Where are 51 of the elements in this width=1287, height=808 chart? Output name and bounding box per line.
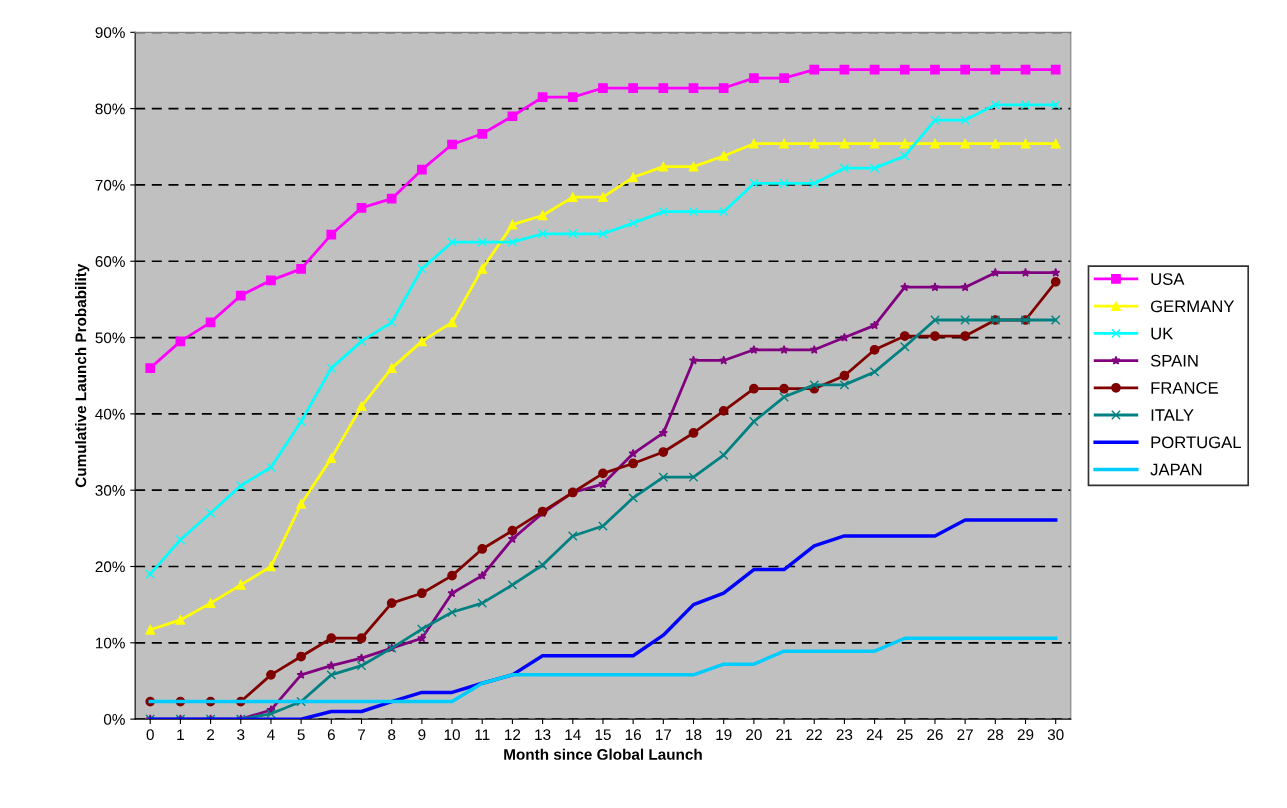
y-tick-label: 0%	[103, 713, 125, 725]
x-tick-label: 24	[866, 729, 883, 740]
y-tick-label: 40%	[95, 408, 125, 420]
y-tick-label: 90%	[95, 27, 125, 39]
x-tick-label: 3	[237, 729, 245, 741]
x-tick-label: 14	[565, 729, 581, 740]
legend-label: FRANCE	[1151, 381, 1218, 394]
y-tick-label: 60%	[95, 256, 125, 267]
x-tick-label: 9	[418, 729, 426, 741]
y-axis-title: Cumulative Launch Probability	[75, 263, 90, 488]
x-tick-label: 15	[595, 729, 611, 741]
x-tick-label: 29	[1017, 729, 1034, 741]
y-tick-label: 30%	[95, 485, 125, 496]
x-tick-label: 0	[146, 729, 154, 741]
legend-label: ITALY	[1151, 409, 1194, 421]
legend-label: GERMANY	[1150, 300, 1235, 313]
x-tick-label: 13	[535, 729, 551, 741]
x-tick-label: 17	[655, 729, 672, 740]
x-tick-label: 6	[327, 729, 335, 741]
x-tick-label: 28	[987, 729, 1004, 741]
x-tick-label: 7	[358, 729, 365, 740]
x-tick-label: 19	[716, 729, 732, 741]
x-tick-label: 27	[957, 729, 973, 740]
y-tick-label: 10%	[96, 637, 125, 649]
legend-label: SPAIN	[1150, 354, 1198, 367]
x-tick-label: 2	[207, 729, 215, 740]
x-tick-label: 21	[776, 729, 792, 740]
x-tick-label: 25	[897, 729, 913, 741]
y-tick-label: 20%	[95, 561, 125, 573]
x-tick-label: 12	[505, 729, 521, 740]
x-tick-label: 10	[444, 729, 460, 741]
x-tick-label: 8	[388, 729, 396, 741]
x-tick-label: 5	[297, 729, 305, 741]
x-tick-label: 11	[475, 729, 490, 740]
legend-label: USA	[1151, 273, 1185, 285]
x-tick-label: 1	[177, 729, 184, 740]
x-tick-label: 4	[267, 729, 275, 740]
y-tick-label: 50%	[95, 332, 125, 344]
legend-label: UK	[1151, 327, 1174, 340]
x-tick-label: 26	[927, 729, 943, 741]
x-tick-label: 16	[625, 729, 641, 741]
legend-label: JAPAN	[1150, 463, 1202, 476]
x-tick-label: 18	[686, 729, 702, 741]
x-tick-label: 23	[836, 729, 853, 741]
x-tick-label: 22	[806, 729, 822, 740]
x-axis-title: Month since Global Launch	[504, 748, 702, 760]
legend-label: PORTUGAL	[1151, 436, 1241, 449]
x-tick-label: 30	[1047, 729, 1064, 741]
y-tick-label: 80%	[95, 103, 125, 115]
y-tick-label: 70%	[95, 179, 125, 191]
x-tick-label: 20	[746, 729, 762, 741]
